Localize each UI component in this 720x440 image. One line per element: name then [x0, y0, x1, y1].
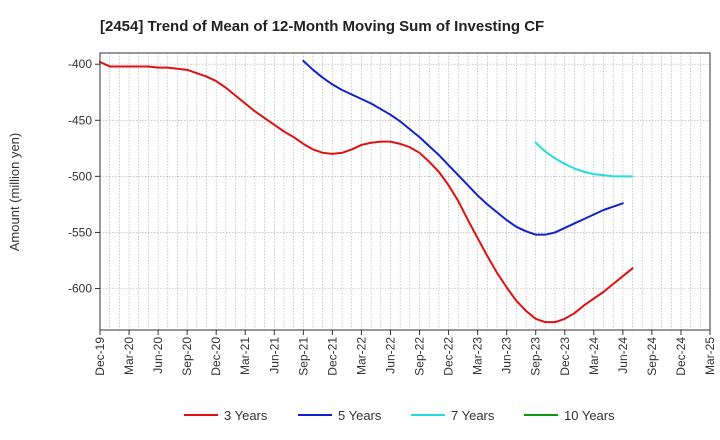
x-tick-label: Jun-23: [500, 337, 514, 374]
x-tick-label: Mar-21: [238, 337, 252, 375]
y-tick-label: -400: [68, 57, 92, 71]
x-tick-label: Jun-24: [616, 337, 630, 374]
x-tick-label: Mar-22: [354, 337, 368, 375]
x-tick-label: Mar-20: [122, 337, 136, 375]
x-tick-label: Sep-21: [296, 337, 310, 376]
series-group: [99, 59, 634, 324]
x-tick-label: Dec-24: [674, 337, 688, 376]
y-tick-label: -600: [68, 282, 92, 296]
x-tick-label: Sep-22: [413, 337, 427, 376]
legend-label-10-years: 10 Years: [564, 408, 615, 423]
x-tick-label: Jun-21: [267, 337, 281, 374]
series-line-3-years: [99, 60, 634, 324]
x-tick-label: Sep-23: [529, 337, 543, 376]
x-tick-label: Dec-19: [93, 337, 107, 376]
x-tick-label: Mar-24: [587, 337, 601, 375]
y-tick-label: -500: [68, 169, 92, 183]
series-line-7-years: [534, 141, 634, 178]
chart-title: [2454] Trend of Mean of 12-Month Moving …: [100, 18, 544, 35]
y-ticks: -400 -450 -500 -550 -600: [68, 57, 100, 296]
x-tick-label: Dec-23: [558, 337, 572, 376]
y-axis-label: Amount (million yen): [7, 133, 22, 252]
x-tick-label: Jun-22: [383, 337, 397, 374]
legend: 3 Years 5 Years 7 Years 10 Years: [184, 408, 615, 423]
x-tick-label: Sep-24: [645, 337, 659, 376]
x-tick-label: Sep-20: [180, 337, 194, 376]
x-ticks: Dec-19 Mar-20 Jun-20 Sep-20 Dec-20 Mar-21 Jun-…: [93, 330, 717, 376]
legend-label-5-years: 5 Years: [338, 408, 382, 423]
y-tick-label: -550: [68, 225, 92, 239]
x-tick-label: Jun-20: [151, 337, 165, 374]
x-tick-label: Dec-20: [209, 337, 223, 376]
y-tick-label: -450: [68, 113, 92, 127]
series-line-5-years: [302, 59, 624, 236]
x-tick-label: Mar-23: [471, 337, 485, 375]
legend-label-3-years: 3 Years: [224, 408, 268, 423]
grid: [100, 53, 710, 330]
plot-frame: [99, 52, 711, 331]
x-tick-label: Dec-22: [442, 337, 456, 376]
legend-label-7-years: 7 Years: [451, 408, 495, 423]
x-tick-label: Dec-21: [325, 337, 339, 376]
x-tick-label: Mar-25: [703, 337, 717, 375]
